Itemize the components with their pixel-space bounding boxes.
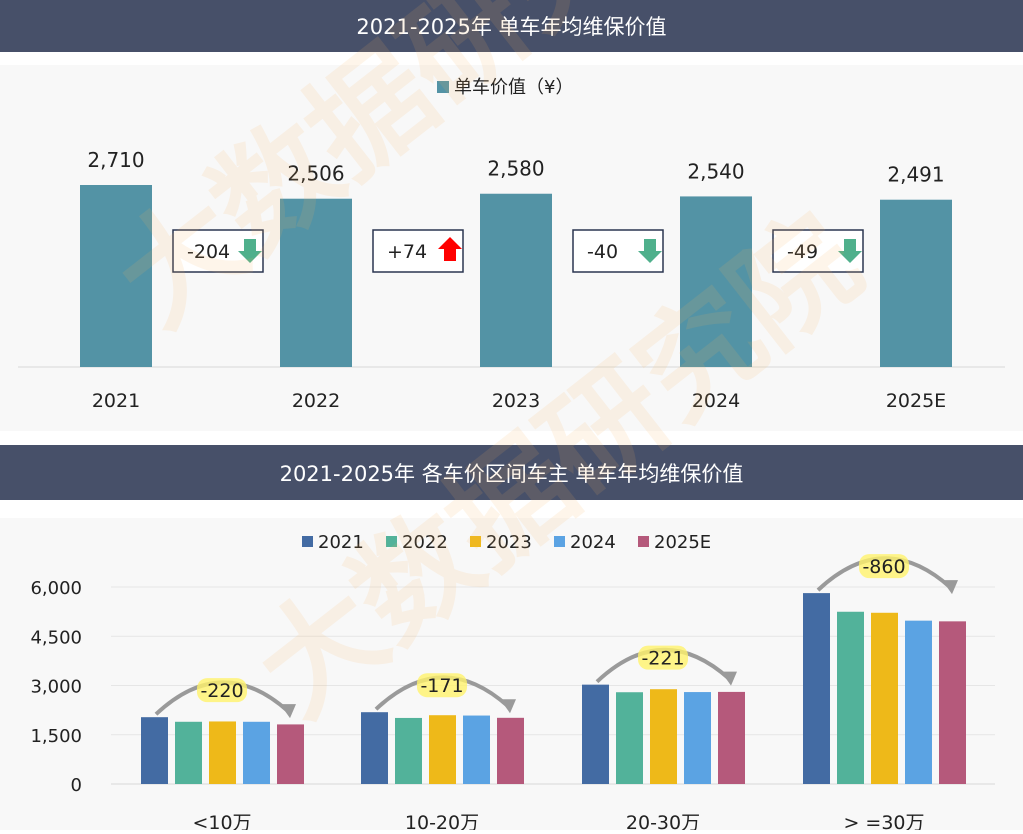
- change-label: -40: [587, 241, 618, 263]
- x-tick-label: 2022: [292, 390, 340, 412]
- arrow-down-icon: [638, 239, 662, 263]
- x-tick-label: 2021: [92, 390, 140, 412]
- bar: [684, 692, 711, 784]
- arrow-head-icon: [280, 704, 296, 719]
- chart1-title: 2021-2025年 单车年均维保价值: [0, 0, 1023, 52]
- arrow-head-icon: [942, 580, 958, 595]
- bar: [497, 717, 524, 784]
- change-label: -171: [420, 675, 463, 697]
- bar: [209, 721, 236, 784]
- change-label: +74: [387, 241, 427, 263]
- legend-swatch: [554, 536, 565, 547]
- chart1-svg: 单车价值（¥） 2,710 2021 2,506 2022 2,580 2023 2,540 2…: [18, 77, 1005, 412]
- bar: [871, 612, 898, 784]
- bar: [880, 199, 952, 367]
- legend-swatch: [638, 536, 649, 547]
- change-highlight: [197, 678, 247, 703]
- x-tick-label: 20-30万: [626, 812, 700, 830]
- bar: [243, 721, 270, 784]
- data-label: 2,580: [487, 157, 544, 181]
- x-tick-label: > =30万: [843, 812, 924, 830]
- y-tick-label: 0: [71, 775, 82, 796]
- bar: [582, 684, 609, 784]
- legend-swatch: [437, 81, 449, 93]
- x-tick-label: <10万: [192, 812, 251, 830]
- bar: [803, 593, 830, 784]
- change-highlight: [638, 645, 688, 670]
- bar: [463, 715, 490, 784]
- arrow-head-icon: [721, 671, 737, 686]
- chart2-title: 2021-2025年 各车价区间车主 单车年均维保价值: [0, 445, 1023, 500]
- chart1-panel: 单车价值（¥） 2,710 2021 2,506 2022 2,580 2023 2,540 2…: [0, 65, 1023, 431]
- data-label: 2,506: [287, 162, 344, 186]
- legend-swatch: [470, 536, 481, 547]
- data-label: 2,491: [887, 163, 944, 187]
- bar: [395, 717, 422, 784]
- bar: [80, 185, 152, 367]
- legend-label: 2024: [570, 532, 616, 553]
- bar: [905, 620, 932, 784]
- legend-label: 单车价值（¥）: [454, 77, 573, 98]
- arrow-up-icon: [438, 237, 462, 261]
- bar: [718, 691, 745, 784]
- change-label: -221: [641, 648, 684, 670]
- legend-label: 2023: [486, 532, 532, 553]
- bar: [650, 689, 677, 784]
- bar: [175, 721, 202, 784]
- change-highlight: [417, 673, 467, 698]
- chart2-panel: 2021 2022 2023 2024 2025E 0 1,500 3,000 4,500 6,0…: [0, 518, 1023, 834]
- bar: [616, 692, 643, 784]
- y-tick-label: 4,500: [30, 627, 82, 648]
- legend-swatch: [386, 536, 397, 547]
- bar: [837, 611, 864, 784]
- x-tick-label: 2024: [692, 390, 740, 412]
- legend-label: 2022: [402, 532, 448, 553]
- arrow-down-icon: [238, 239, 262, 263]
- legend-label: 2025E: [654, 532, 711, 553]
- data-label: 2,710: [87, 148, 144, 172]
- y-tick-label: 1,500: [30, 726, 82, 747]
- y-tick-label: 3,000: [30, 677, 82, 698]
- change-highlight: [859, 554, 909, 579]
- bar: [141, 717, 168, 784]
- bar: [277, 724, 304, 784]
- change-label: -49: [787, 241, 818, 263]
- bar: [939, 621, 966, 784]
- bar: [280, 198, 352, 367]
- bar: [429, 715, 456, 784]
- data-label: 2,540: [687, 159, 744, 183]
- x-tick-label: 2025E: [886, 390, 946, 412]
- legend-swatch: [302, 536, 313, 547]
- change-label: -204: [187, 241, 230, 263]
- change-label: -860: [862, 556, 905, 578]
- legend-label: 2021: [318, 532, 364, 553]
- bar: [680, 196, 752, 367]
- arrow-head-icon: [500, 699, 516, 714]
- arrow-down-icon: [838, 239, 862, 263]
- change-label: -220: [200, 680, 243, 702]
- bar: [480, 193, 552, 367]
- y-tick-label: 6,000: [30, 578, 82, 599]
- bar: [361, 712, 388, 784]
- x-tick-label: 10-20万: [405, 812, 479, 830]
- chart2-svg: 2021 2022 2023 2024 2025E 0 1,500 3,000 4,500 6,0…: [30, 532, 995, 834]
- x-tick-label: 2023: [492, 390, 540, 412]
